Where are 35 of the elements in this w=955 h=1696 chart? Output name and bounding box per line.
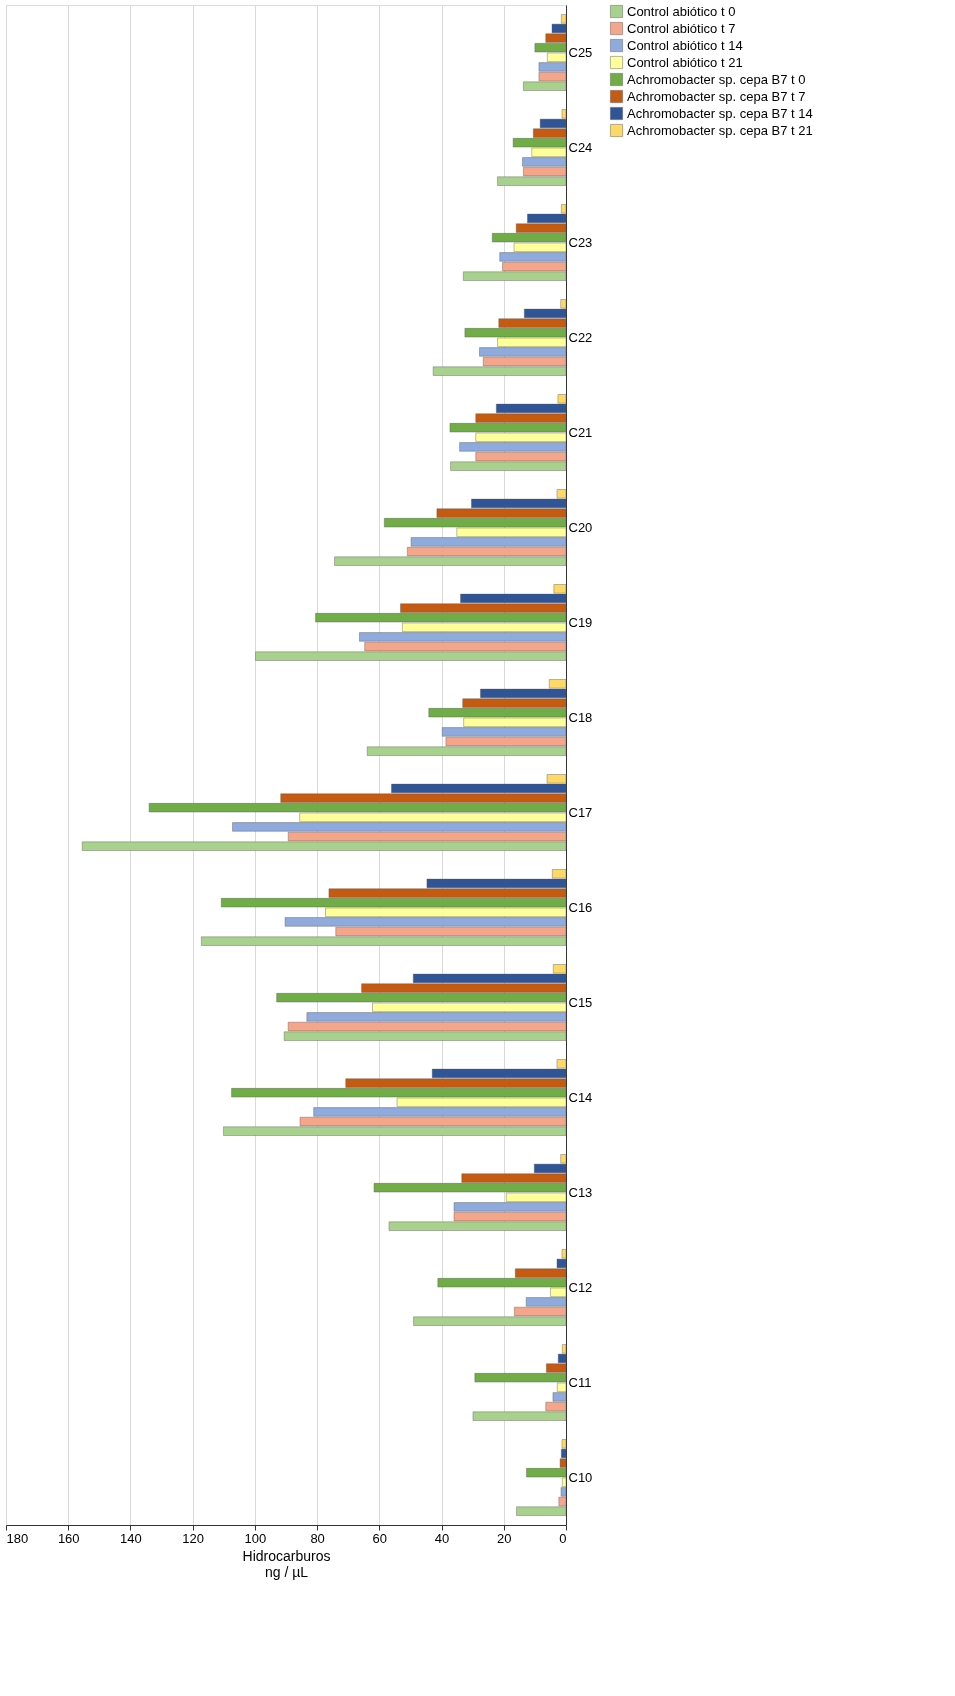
legend-label: Achromobacter sp. cepa B7 t 7 <box>627 88 806 104</box>
y-tick-label: C25 <box>568 44 593 60</box>
x-tick-label: 180 <box>6 1530 29 1546</box>
legend-label: Control abiótico t 0 <box>627 3 736 19</box>
y-tick-label: C17 <box>568 804 593 820</box>
x-tick-label: 60 <box>372 1530 388 1546</box>
y-tick-label: C23 <box>568 234 593 250</box>
y-tick-label: C22 <box>568 329 593 345</box>
y-tick-label: C14 <box>568 1089 593 1105</box>
y-tick-label: C16 <box>568 899 593 915</box>
y-tick-label: C11 <box>568 1374 592 1390</box>
legend-label: Control abiótico t 7 <box>627 20 736 36</box>
x-tick-label: 20 <box>497 1530 512 1546</box>
y-tick-label: C24 <box>568 139 593 155</box>
legend-label: Achromobacter sp. cepa B7 t 21 <box>627 122 813 138</box>
y-tick-label: C10 <box>568 1469 593 1485</box>
y-tick-label: C18 <box>568 709 593 725</box>
legend-label: Control abiótico t 21 <box>627 54 743 70</box>
x-tick-label: 160 <box>57 1530 80 1546</box>
x-tick-label: 140 <box>120 1530 142 1546</box>
y-tick-label: C21 <box>568 424 593 440</box>
y-tick-label: C13 <box>568 1184 593 1200</box>
x-axis-title: Hidrocarburos ng / µL <box>242 1547 331 1580</box>
x-tick-label: 120 <box>182 1530 205 1546</box>
x-tick-label: 100 <box>244 1530 267 1546</box>
x-tick-label: 80 <box>310 1530 325 1546</box>
x-tick-label: 0 <box>559 1530 567 1546</box>
y-tick-label: C15 <box>568 994 593 1010</box>
legend-label: Achromobacter sp. cepa B7 t 14 <box>627 105 813 121</box>
x-tick-label: 40 <box>434 1530 450 1546</box>
legend-label: Control abiótico t 14 <box>627 37 743 53</box>
y-tick-label: C19 <box>568 614 593 630</box>
y-tick-label: C12 <box>568 1279 593 1295</box>
legend-label: Achromobacter sp. cepa B7 t 0 <box>627 71 806 87</box>
y-tick-label: C20 <box>568 519 593 535</box>
